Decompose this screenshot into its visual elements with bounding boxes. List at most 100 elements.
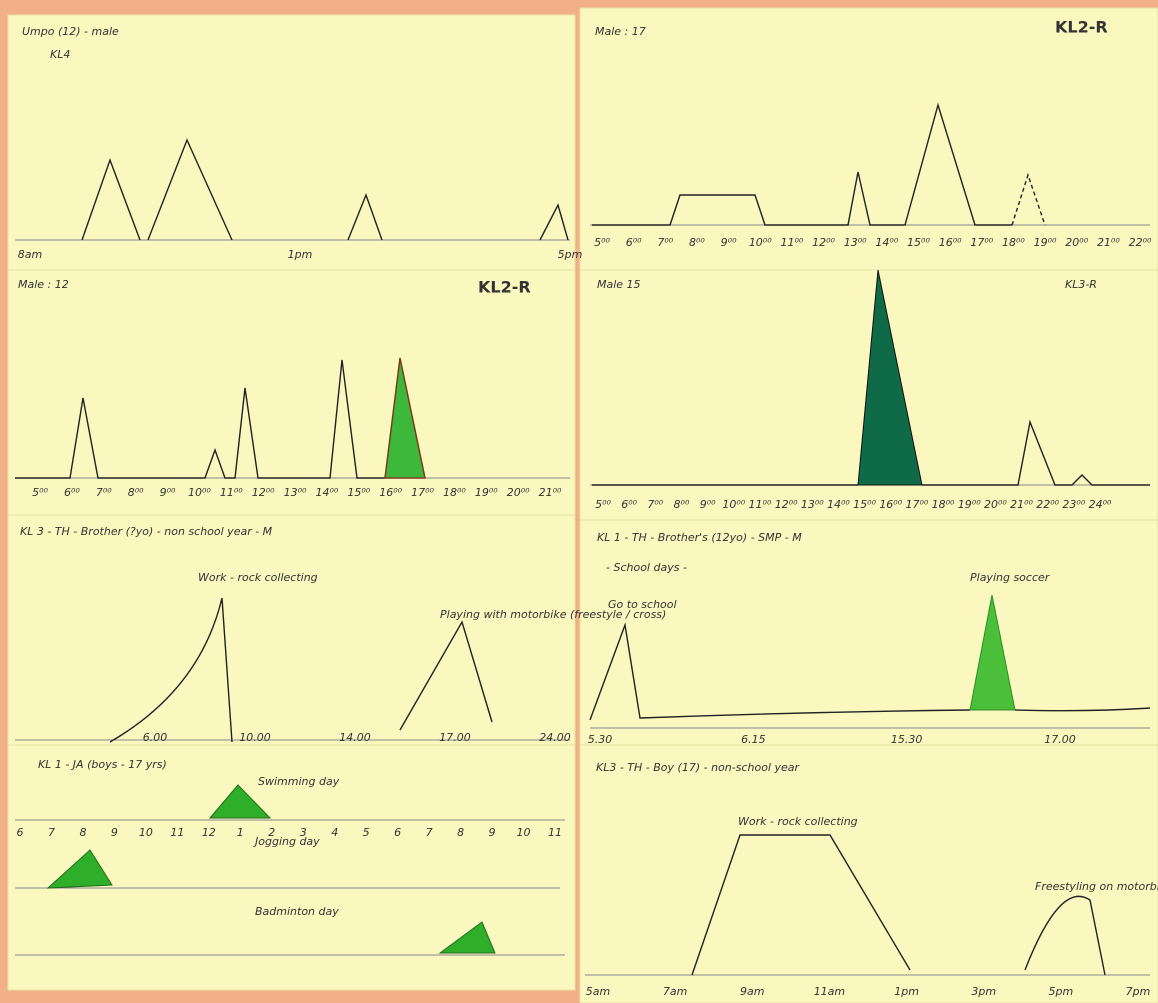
- tick-label: 15⁰⁰: [347, 486, 370, 499]
- tick-label: 20⁰⁰: [1065, 236, 1088, 249]
- note-title: Male 15: [597, 278, 641, 291]
- tick-label: 1: [237, 826, 244, 839]
- note: [580, 8, 1158, 270]
- annotation: Freestyling on motorbike: [1035, 880, 1158, 893]
- tick-label: 8⁰⁰: [689, 236, 705, 249]
- tick-label: 15⁰⁰: [853, 498, 876, 511]
- tick-label: 22⁰⁰: [1036, 498, 1059, 511]
- tick-label: 9⁰⁰: [721, 236, 737, 249]
- page: Umpo (12) - maleKL48am1pm5pmMale : 17KL2…: [0, 0, 1158, 1003]
- tick-label: 22⁰⁰: [1129, 236, 1152, 249]
- tick-label: 5: [363, 826, 370, 839]
- tick-label: 9am: [740, 985, 764, 998]
- tick-label: 14⁰⁰: [315, 486, 338, 499]
- tick-label: 17⁰⁰: [411, 486, 434, 499]
- tick-label: 17⁰⁰: [905, 498, 928, 511]
- tick-label: 7am: [663, 985, 687, 998]
- tick-label: 21⁰⁰: [539, 486, 562, 499]
- note-title: KL 1 - TH - Brother's (12yo) - SMP - M: [597, 531, 802, 544]
- note-title: Male : 12: [18, 278, 69, 291]
- tick-label: 9: [111, 826, 118, 839]
- tick-label: 10⁰⁰: [722, 498, 745, 511]
- tick-label: 6.00: [143, 731, 168, 744]
- tick-label: 20⁰⁰: [507, 486, 530, 499]
- tick-label: 7⁰⁰: [657, 236, 673, 249]
- tick-label: 11: [170, 826, 184, 839]
- tick-label: 5pm: [558, 248, 583, 261]
- tick-label: 19⁰⁰: [475, 486, 498, 499]
- tick-label: 12⁰⁰: [252, 486, 275, 499]
- note-title: KL 3 - TH - Brother (?yo) - non school y…: [20, 525, 273, 538]
- note-title: Umpo (12) - male: [22, 25, 119, 38]
- tick-label: 19⁰⁰: [1034, 236, 1057, 249]
- annotation: Work - rock collecting: [738, 815, 858, 828]
- tick-label: 3: [300, 826, 307, 839]
- note-subtitle: KL2-R: [1055, 18, 1108, 37]
- tick-label: 10⁰⁰: [749, 236, 772, 249]
- tick-label: 11⁰⁰: [780, 236, 803, 249]
- note-title: KL 1 - JA (boys - 17 yrs): [38, 758, 167, 771]
- tick-label: 7⁰⁰: [96, 486, 112, 499]
- note-subtitle: KL3-R: [1065, 278, 1097, 291]
- tick-label: 8: [457, 826, 464, 839]
- annotation: Badminton day: [255, 905, 339, 918]
- tick-label: 8⁰⁰: [128, 486, 144, 499]
- tick-label: 8am: [18, 248, 42, 261]
- annotation: Swimming day: [258, 775, 340, 788]
- tick-label: 10.00: [239, 731, 271, 744]
- notes: Umpo (12) - maleKL48am1pm5pmMale : 17KL2…: [0, 0, 1158, 1003]
- tick-label: 5⁰⁰: [595, 498, 611, 511]
- tick-label: 16⁰⁰: [879, 498, 902, 511]
- tick-label: 10⁰⁰: [188, 486, 211, 499]
- tick-label: 14.00: [339, 731, 371, 744]
- tick-label: 8: [79, 826, 86, 839]
- annotation: Jogging day: [253, 835, 320, 848]
- tick-label: 9⁰⁰: [700, 498, 716, 511]
- tick-label: 17.00: [439, 731, 471, 744]
- annotation: Work - rock collecting: [198, 571, 318, 584]
- tick-label: 17⁰⁰: [970, 236, 993, 249]
- tick-label: 16⁰⁰: [939, 236, 962, 249]
- tick-label: 6: [394, 826, 401, 839]
- tick-label: 18⁰⁰: [1002, 236, 1025, 249]
- note: [580, 745, 1158, 1003]
- tick-label: 16⁰⁰: [379, 486, 402, 499]
- tick-label: 3pm: [971, 985, 996, 998]
- tick-label: 18⁰⁰: [443, 486, 466, 499]
- tick-label: 21⁰⁰: [1097, 236, 1120, 249]
- tick-label: 18⁰⁰: [932, 498, 955, 511]
- tick-label: 5am: [586, 985, 610, 998]
- note: [8, 15, 575, 270]
- note-subtitle: - School days -: [606, 561, 687, 574]
- tick-label: 20⁰⁰: [984, 498, 1007, 511]
- tick-label: 14⁰⁰: [827, 498, 850, 511]
- tick-label: 9: [489, 826, 496, 839]
- tick-label: 7: [426, 826, 433, 839]
- tick-label: 21⁰⁰: [1010, 498, 1033, 511]
- annotation: Playing soccer: [970, 571, 1051, 584]
- tick-label: 8⁰⁰: [674, 498, 690, 511]
- tick-label: 13⁰⁰: [844, 236, 867, 249]
- tick-label: 6⁰⁰: [626, 236, 642, 249]
- note-subtitle: KL2-R: [478, 278, 531, 297]
- tick-label: 6⁰⁰: [621, 498, 637, 511]
- tick-label: 23⁰⁰: [1062, 498, 1085, 511]
- tick-label: 19⁰⁰: [958, 498, 981, 511]
- tick-label: 1pm: [288, 248, 313, 261]
- note: [8, 515, 575, 745]
- note-subtitle: KL4: [50, 48, 70, 61]
- tick-label: 5.30: [588, 733, 613, 746]
- tick-label: 9⁰⁰: [160, 486, 176, 499]
- tick-label: 12⁰⁰: [812, 236, 835, 249]
- tick-label: 10: [139, 826, 153, 839]
- tick-label: 15⁰⁰: [907, 236, 930, 249]
- tick-label: 14⁰⁰: [875, 236, 898, 249]
- tick-label: 17.00: [1044, 733, 1076, 746]
- tick-label: 13⁰⁰: [284, 486, 307, 499]
- tick-label: 11am: [814, 985, 845, 998]
- tick-label: 7: [48, 826, 55, 839]
- tick-label: 12: [202, 826, 216, 839]
- tick-label: 5⁰⁰: [594, 236, 610, 249]
- tick-label: 12⁰⁰: [775, 498, 798, 511]
- annotation: Go to school: [608, 598, 677, 611]
